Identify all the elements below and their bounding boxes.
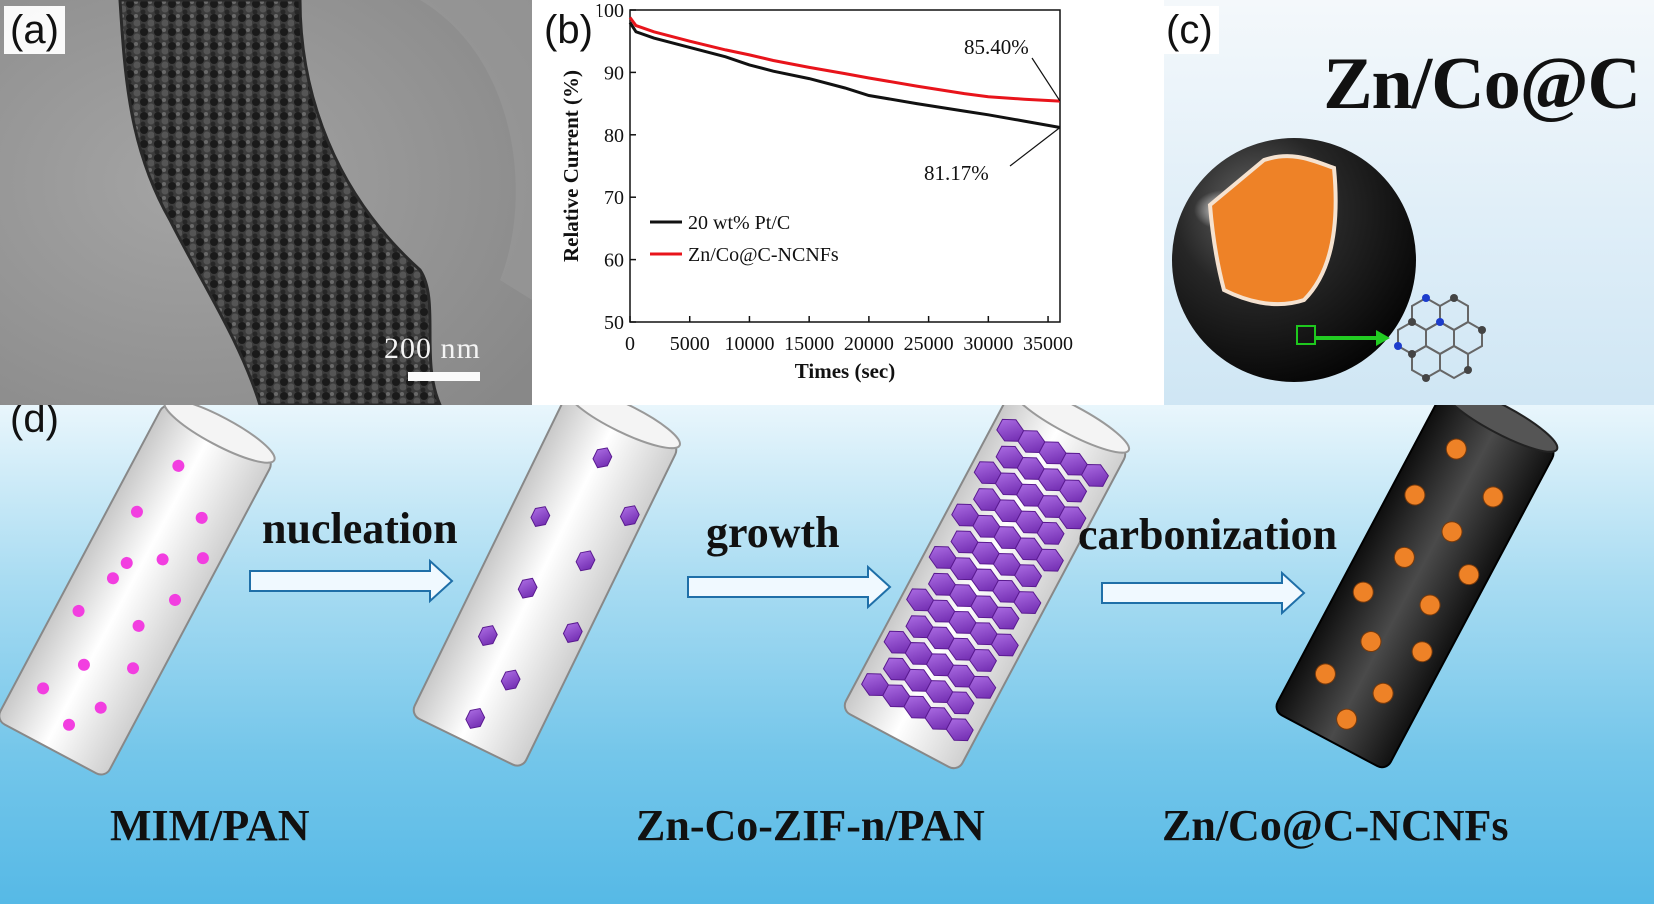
arrow-nucleation — [249, 558, 454, 604]
step-label-growth: growth — [706, 508, 840, 557]
scale-bar-label: 200 nm — [384, 332, 481, 365]
arrow-carbonization — [1101, 570, 1306, 616]
legend-label-0: 20 wt% Pt/C — [688, 212, 790, 234]
nanofiber — [120, 0, 440, 405]
step-label-carbonization: carbonization — [1078, 510, 1338, 559]
stability-chart: 0 5000 10000 15000 20000 25000 30000 35000 50 60 7… — [559, 0, 1073, 383]
annotation-label-0: 85.40% — [964, 35, 1029, 59]
zif-crystal — [968, 649, 997, 672]
zif-crystal — [968, 675, 997, 699]
fiber-zif-nuclei — [412, 405, 681, 767]
zif-crystal — [1059, 479, 1088, 503]
core-shell-particle — [1172, 138, 1486, 382]
x-tick-label: 20000 — [844, 333, 894, 355]
material-label-zif-pan: Zn-Co-ZIF-n/PAN — [636, 801, 985, 850]
series-line-0 — [628, 21, 1061, 129]
y-tick-label: 70 — [604, 187, 624, 209]
panel-label-b: (b) — [538, 6, 599, 54]
material-label-mim-pan: MIM/PAN — [110, 801, 310, 850]
x-tick-label: 10000 — [724, 333, 774, 355]
fiber-mim-pan — [0, 405, 276, 776]
x-axis-label: Times (sec) — [795, 359, 896, 383]
x-tick-label: 25000 — [904, 333, 954, 355]
zif-crystal — [991, 606, 1020, 630]
panel-label-a: (a) — [4, 6, 65, 54]
material-label-ncnfs: Zn/Co@C-NCNFs — [1162, 801, 1509, 850]
zif-crystal — [1013, 591, 1042, 614]
zn-co-core — [1207, 154, 1338, 307]
fiber-zif-grown — [843, 405, 1131, 770]
y-axis-label: Relative Current (%) — [559, 70, 583, 262]
zif-crystal — [1080, 463, 1109, 487]
schematic-title: Zn/Co@C — [1323, 43, 1641, 125]
panel-label-d: (d) — [10, 405, 59, 441]
zif-crystal — [990, 633, 1019, 657]
panel-label-c: (c) — [1164, 6, 1219, 54]
annotation-pointer-0 — [1031, 57, 1061, 102]
annotation-pointer-1 — [1009, 127, 1061, 167]
synthesis-scheme-panel: nucleation growth carbonization MIM/PAN … — [0, 405, 1654, 904]
zif-crystal — [945, 718, 974, 742]
y-tick-label: 100 — [594, 0, 624, 22]
y-tick-label: 50 — [604, 312, 624, 334]
tem-image-panel: 200 nm (a) — [0, 0, 532, 405]
x-tick-label: 15000 — [784, 333, 834, 355]
arrow-growth — [687, 564, 892, 610]
step-label-nucleation: nucleation — [262, 504, 458, 553]
x-tick-label: 30000 — [963, 333, 1013, 355]
x-tick-label: 35000 — [1023, 333, 1073, 355]
plot-frame — [629, 9, 1061, 323]
y-tick-label: 60 — [604, 250, 624, 272]
zif-crystal — [1036, 521, 1065, 545]
synthesis-scheme — [0, 405, 1559, 776]
y-tick-label: 80 — [604, 125, 624, 147]
x-tick-label: 0 — [625, 333, 635, 355]
scale-bar — [408, 372, 480, 381]
y-tick-label: 90 — [604, 62, 624, 84]
stability-chart-panel: 0 5000 10000 15000 20000 25000 30000 35000 50 60 7… — [532, 0, 1164, 405]
series-line-1 — [628, 16, 1061, 103]
tem-micrograph — [0, 0, 532, 405]
zif-crystal — [1014, 564, 1043, 588]
annotation-label-1: 81.17% — [924, 161, 989, 185]
zif-crystal — [1035, 548, 1064, 572]
zoom-box — [1296, 325, 1316, 345]
zif-crystal — [946, 691, 975, 715]
structure-schematic-panel: Zn/Co@C — [1164, 0, 1654, 405]
lattice-atoms — [1394, 294, 1486, 382]
n-doped-carbon-lattice-icon — [1397, 296, 1483, 380]
legend-label-1: Zn/Co@C-NCNFs — [688, 244, 839, 266]
fiber-carbonized — [1275, 405, 1559, 769]
zif-crystal — [1058, 506, 1087, 530]
x-tick-label: 5000 — [670, 333, 710, 355]
